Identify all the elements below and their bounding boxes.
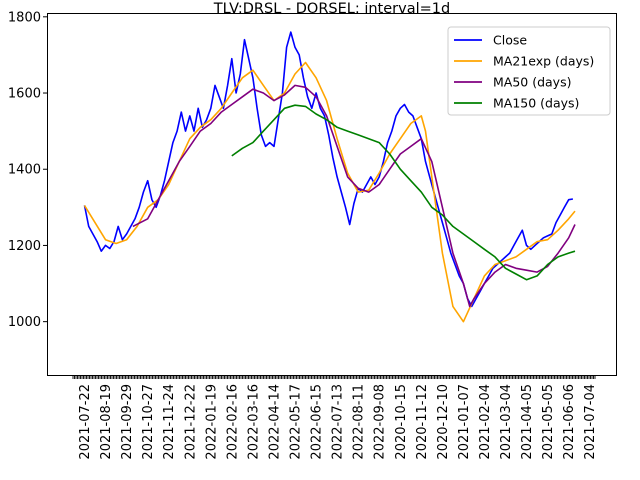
x-tick-label: 2021-12-22 [183,384,198,460]
x-tick-label: 2022-06-15 [310,384,325,460]
x-tick-label: 2022-08-11 [352,384,367,460]
x-axis: 2021-07-22 2021-08-19 2021-09-29 2021-10-27… [72,375,598,460]
x-tick-label: 2021-04-05 [520,384,535,460]
series-line-3 [231,104,576,281]
series-line-2 [132,84,576,308]
x-tick-label: 2022-03-16 [246,384,261,460]
legend-box [447,26,611,116]
legend-label: Close [493,33,527,48]
series-line-1 [83,61,576,323]
x-tick-label: 2022-04-14 [267,384,282,460]
x-tick-label: 2021-10-27 [141,384,156,460]
x-tick-label: 2020-10-15 [394,384,409,460]
legend-label: MA150 (days) [493,96,579,111]
y-tick-label: 1000 [8,315,41,330]
chart-title: TLV:DRSL - DORSEL: interval=1d [213,1,450,17]
series-lines [83,31,576,323]
y-tick-label: 1400 [8,163,41,178]
x-tick-label: 2022-02-16 [225,384,240,460]
x-tick-label: 2021-01-07 [457,384,472,460]
legend-label: MA50 (days) [493,75,571,90]
x-tick-label: 2020-12-10 [436,384,451,460]
series-line-0 [83,31,574,308]
x-tick-label: 2022-01-19 [204,384,219,460]
x-tick-label: 2022-05-17 [289,384,304,460]
x-tick-label: 2021-03-04 [499,384,514,460]
y-tick-label: 1800 [8,10,41,25]
y-tick-label: 1200 [8,239,41,254]
x-tick-label: 2021-07-22 [78,384,93,460]
x-tick-label: 2021-05-05 [541,384,556,460]
x-tick-label: 2021-11-24 [162,384,177,460]
x-tick-label: 2021-09-29 [120,384,135,460]
legend: Close MA21exp (days) MA50 (days) MA150 (day… [447,26,611,116]
legend-label: MA21exp (days) [493,54,594,69]
x-tick-label: 2021-06-06 [562,384,577,460]
x-tick-label: 2021-08-19 [99,384,114,460]
x-tick-label: 2022-09-08 [373,384,388,460]
plot-area [47,13,617,376]
x-tick-label: 2022-07-13 [331,384,346,460]
y-axis: 1000 1200 1400 1600 1800 [8,10,47,330]
x-tick-label: 2021-07-04 [583,384,598,460]
x-tick-label: 2020-11-12 [415,384,430,460]
y-tick-label: 1600 [8,87,41,102]
x-tick-label: 2021-02-04 [478,384,493,460]
